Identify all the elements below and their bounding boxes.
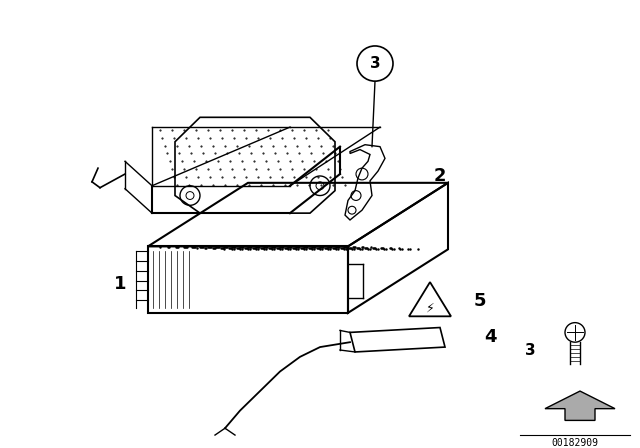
Text: 5: 5 [474,292,486,310]
Text: 00182909: 00182909 [552,438,598,448]
Text: ⚡: ⚡ [426,302,435,314]
Polygon shape [545,391,615,420]
Text: 2: 2 [434,167,446,185]
Text: 3: 3 [525,343,535,358]
Text: 4: 4 [484,328,496,346]
Text: 1: 1 [114,275,126,293]
Text: 3: 3 [370,56,380,71]
Circle shape [357,46,393,81]
